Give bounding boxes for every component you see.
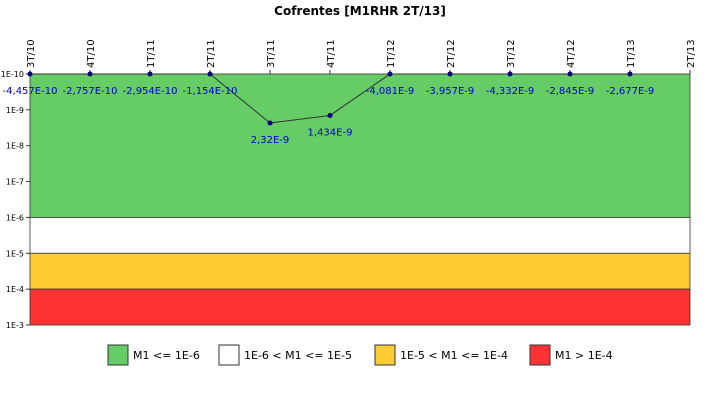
legend-label: 1E-6 < M1 <= 1E-5 xyxy=(244,349,352,362)
legend-label: M1 <= 1E-6 xyxy=(133,349,200,362)
x-tick-label: 3T/12 xyxy=(506,39,517,68)
x-tick-label: 3T/10 xyxy=(26,39,37,68)
x-tick-label: 4T/10 xyxy=(86,39,97,68)
legend-swatch xyxy=(529,344,551,366)
marker xyxy=(207,71,213,77)
data-label: -2,677E-9 xyxy=(606,86,655,97)
x-tick-label: 1T/13 xyxy=(626,39,637,68)
x-tick-label: 4T/11 xyxy=(326,39,337,68)
marker xyxy=(447,71,453,77)
y-tick-label: 1E-9 xyxy=(6,106,24,115)
data-label: -2,954E-10 xyxy=(123,86,178,97)
data-label: -3,957E-9 xyxy=(426,86,475,97)
data-label: -4,081E-9 xyxy=(366,86,415,97)
legend-swatch xyxy=(374,344,396,366)
band xyxy=(29,73,691,218)
y-tick-label: 1E-3 xyxy=(6,321,24,330)
x-tick-label: 2T/12 xyxy=(446,39,457,68)
data-label: 2,32E-9 xyxy=(251,135,290,146)
chart-title: Cofrentes [M1RHR 2T/13] xyxy=(274,4,446,18)
y-tick-label: 1E-8 xyxy=(6,142,24,151)
x-tick-label: 1T/12 xyxy=(386,39,397,68)
x-tick-label: 4T/12 xyxy=(566,39,577,68)
y-tick-label: 1E-10 xyxy=(1,70,24,79)
data-label: -2,757E-10 xyxy=(63,86,118,97)
marker xyxy=(627,71,633,77)
x-tick-label: 2T/13 xyxy=(686,39,697,68)
data-label: -2,845E-9 xyxy=(546,86,595,97)
data-label: 1,434E-9 xyxy=(308,127,353,138)
marker xyxy=(147,71,153,77)
marker xyxy=(387,71,393,77)
data-label: -4,332E-9 xyxy=(486,86,535,97)
x-tick-label: 3T/11 xyxy=(266,39,277,68)
legend-swatch xyxy=(107,344,129,366)
marker xyxy=(87,71,93,77)
band xyxy=(29,217,691,254)
y-tick-label: 1E-6 xyxy=(6,213,24,222)
data-label: -4,457E-10 xyxy=(3,86,58,97)
y-tick-label: 1E-7 xyxy=(6,178,24,187)
legend-label: 1E-5 < M1 <= 1E-4 xyxy=(400,349,508,362)
marker xyxy=(267,120,273,126)
legend-label: M1 > 1E-4 xyxy=(555,349,613,362)
data-label: -1,154E-10 xyxy=(183,86,238,97)
marker xyxy=(567,71,573,77)
x-tick-label: 2T/11 xyxy=(206,39,217,68)
x-tick-label: 1T/11 xyxy=(146,39,157,68)
band xyxy=(29,252,691,290)
band xyxy=(29,288,691,326)
marker xyxy=(507,71,513,77)
marker xyxy=(327,112,333,118)
marker xyxy=(27,71,33,77)
legend-swatch xyxy=(218,344,240,366)
y-tick-label: 1E-5 xyxy=(6,249,24,258)
y-tick-label: 1E-4 xyxy=(6,285,24,294)
